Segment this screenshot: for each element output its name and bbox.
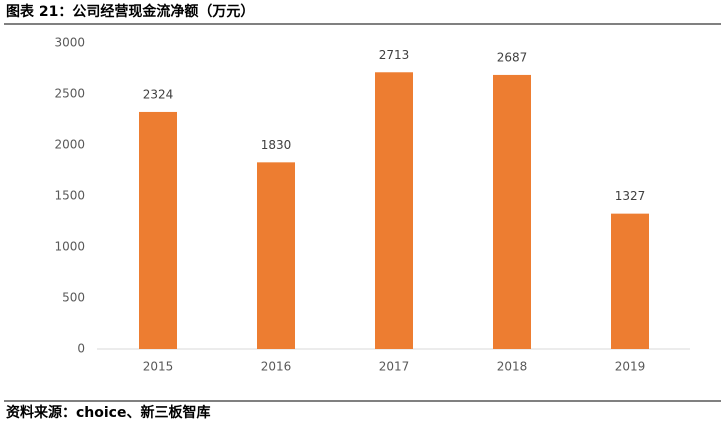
bar: [611, 213, 649, 349]
data-label: 2687: [497, 50, 528, 64]
y-tick-label: 500: [62, 291, 85, 305]
y-tick-label: 3000: [54, 36, 85, 50]
data-label: 2324: [143, 87, 174, 101]
bar: [375, 72, 413, 350]
y-tick-label: 1500: [54, 189, 85, 203]
x-tick-label: 2018: [497, 360, 528, 374]
x-tick-label: 2019: [615, 360, 646, 374]
y-tick-label: 0: [77, 342, 85, 356]
x-tick-label: 2015: [143, 360, 174, 374]
data-label: 2713: [379, 48, 410, 62]
chart-title: 图表 21：公司经营现金流净额（万元）: [6, 3, 254, 20]
bar: [139, 111, 177, 350]
x-tick-label: 2017: [379, 360, 410, 374]
data-label: 1327: [615, 189, 646, 203]
source-note: 资料来源：choice、新三板智库: [6, 404, 210, 421]
y-tick-label: 2000: [54, 138, 85, 152]
x-tick-label: 2016: [261, 360, 292, 374]
bar: [493, 74, 531, 350]
y-tick-label: 1000: [54, 240, 85, 254]
data-label: 1830: [261, 138, 292, 152]
bar: [257, 162, 295, 349]
y-tick-label: 2500: [54, 87, 85, 101]
